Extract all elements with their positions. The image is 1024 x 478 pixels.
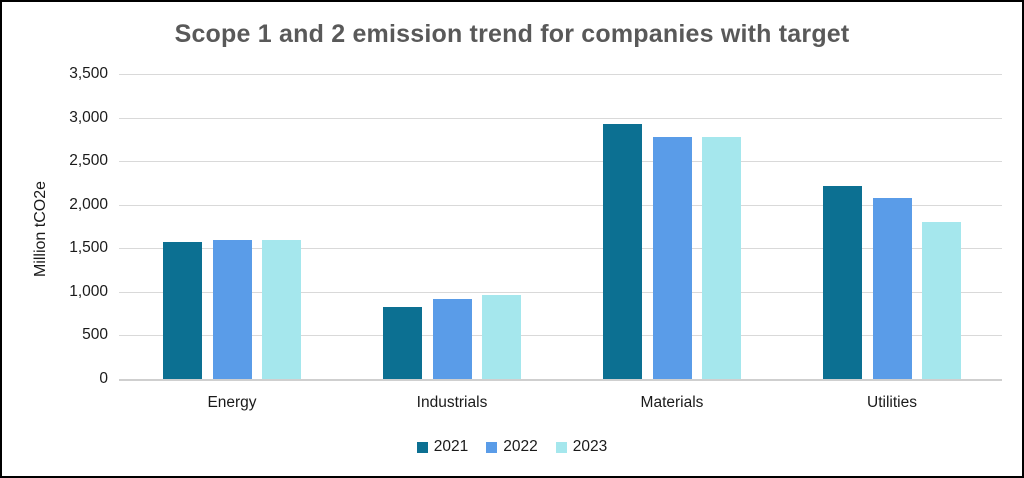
- bar-industrials-2023: [482, 295, 521, 379]
- legend-item-2023: 2023: [555, 438, 608, 456]
- gridline-1500: [119, 248, 1002, 250]
- legend-label: 2021: [433, 438, 469, 455]
- x-category-label-industrials: Industrials: [416, 394, 488, 411]
- bar-industrials-2022: [432, 298, 472, 379]
- y-tick-label: 3,000: [69, 108, 108, 126]
- legend-label: 2022: [503, 438, 538, 455]
- x-category-label-energy: Energy: [207, 394, 257, 411]
- y-tick-label: 3,500: [69, 65, 108, 82]
- y-tick-label: 1,000: [69, 282, 108, 300]
- gridline-1000: [119, 291, 1002, 293]
- legend-item-2022: 2022: [486, 438, 538, 456]
- gridline-3000: [119, 117, 1002, 119]
- bar-industrials-2021: [383, 306, 422, 379]
- bar-energy-2023: [262, 240, 301, 379]
- gridline-2500: [119, 161, 1002, 163]
- plot-area: [119, 74, 1002, 381]
- legend-label: 2023: [572, 438, 608, 455]
- bar-materials-2021: [603, 123, 642, 379]
- bar-energy-2021: [163, 242, 202, 379]
- bar-materials-2022: [652, 136, 692, 379]
- y-tick-label: 2,500: [69, 152, 108, 170]
- x-category-label-utilities: Utilities: [867, 394, 917, 411]
- y-tick-label: 500: [82, 326, 108, 344]
- legend-color-swatch: [486, 441, 498, 453]
- chart-title: Scope 1 and 2 emission trend for compani…: [174, 20, 850, 48]
- legend: 2021 2022 2023: [2, 438, 1022, 456]
- x-category-label-materials: Materials: [640, 394, 704, 411]
- bar-energy-2022: [212, 240, 252, 379]
- y-tick-label: 1,500: [69, 239, 108, 257]
- legend-color-swatch: [555, 441, 567, 453]
- bar-utilities-2023: [922, 222, 961, 379]
- x-axis-line: [119, 379, 1002, 381]
- gridline-500: [119, 335, 1002, 337]
- bar-utilities-2022: [872, 197, 912, 379]
- legend-color-swatch: [416, 441, 428, 453]
- bar-utilities-2021: [823, 185, 862, 379]
- gridline-3500: [119, 74, 1002, 75]
- legend-item-2021: 2021: [416, 438, 469, 456]
- gridline-2000: [119, 204, 1002, 206]
- y-axis-labels: 0 500 1,000 1,500 2,000 2,500 3,000 3,500: [30, 65, 108, 387]
- bar-materials-2023: [702, 136, 741, 379]
- x-axis-labels: Energy Industrials Materials Utilities: [2, 394, 1022, 416]
- y-tick-label: 0: [99, 370, 108, 387]
- y-tick-label: 2,000: [69, 195, 108, 213]
